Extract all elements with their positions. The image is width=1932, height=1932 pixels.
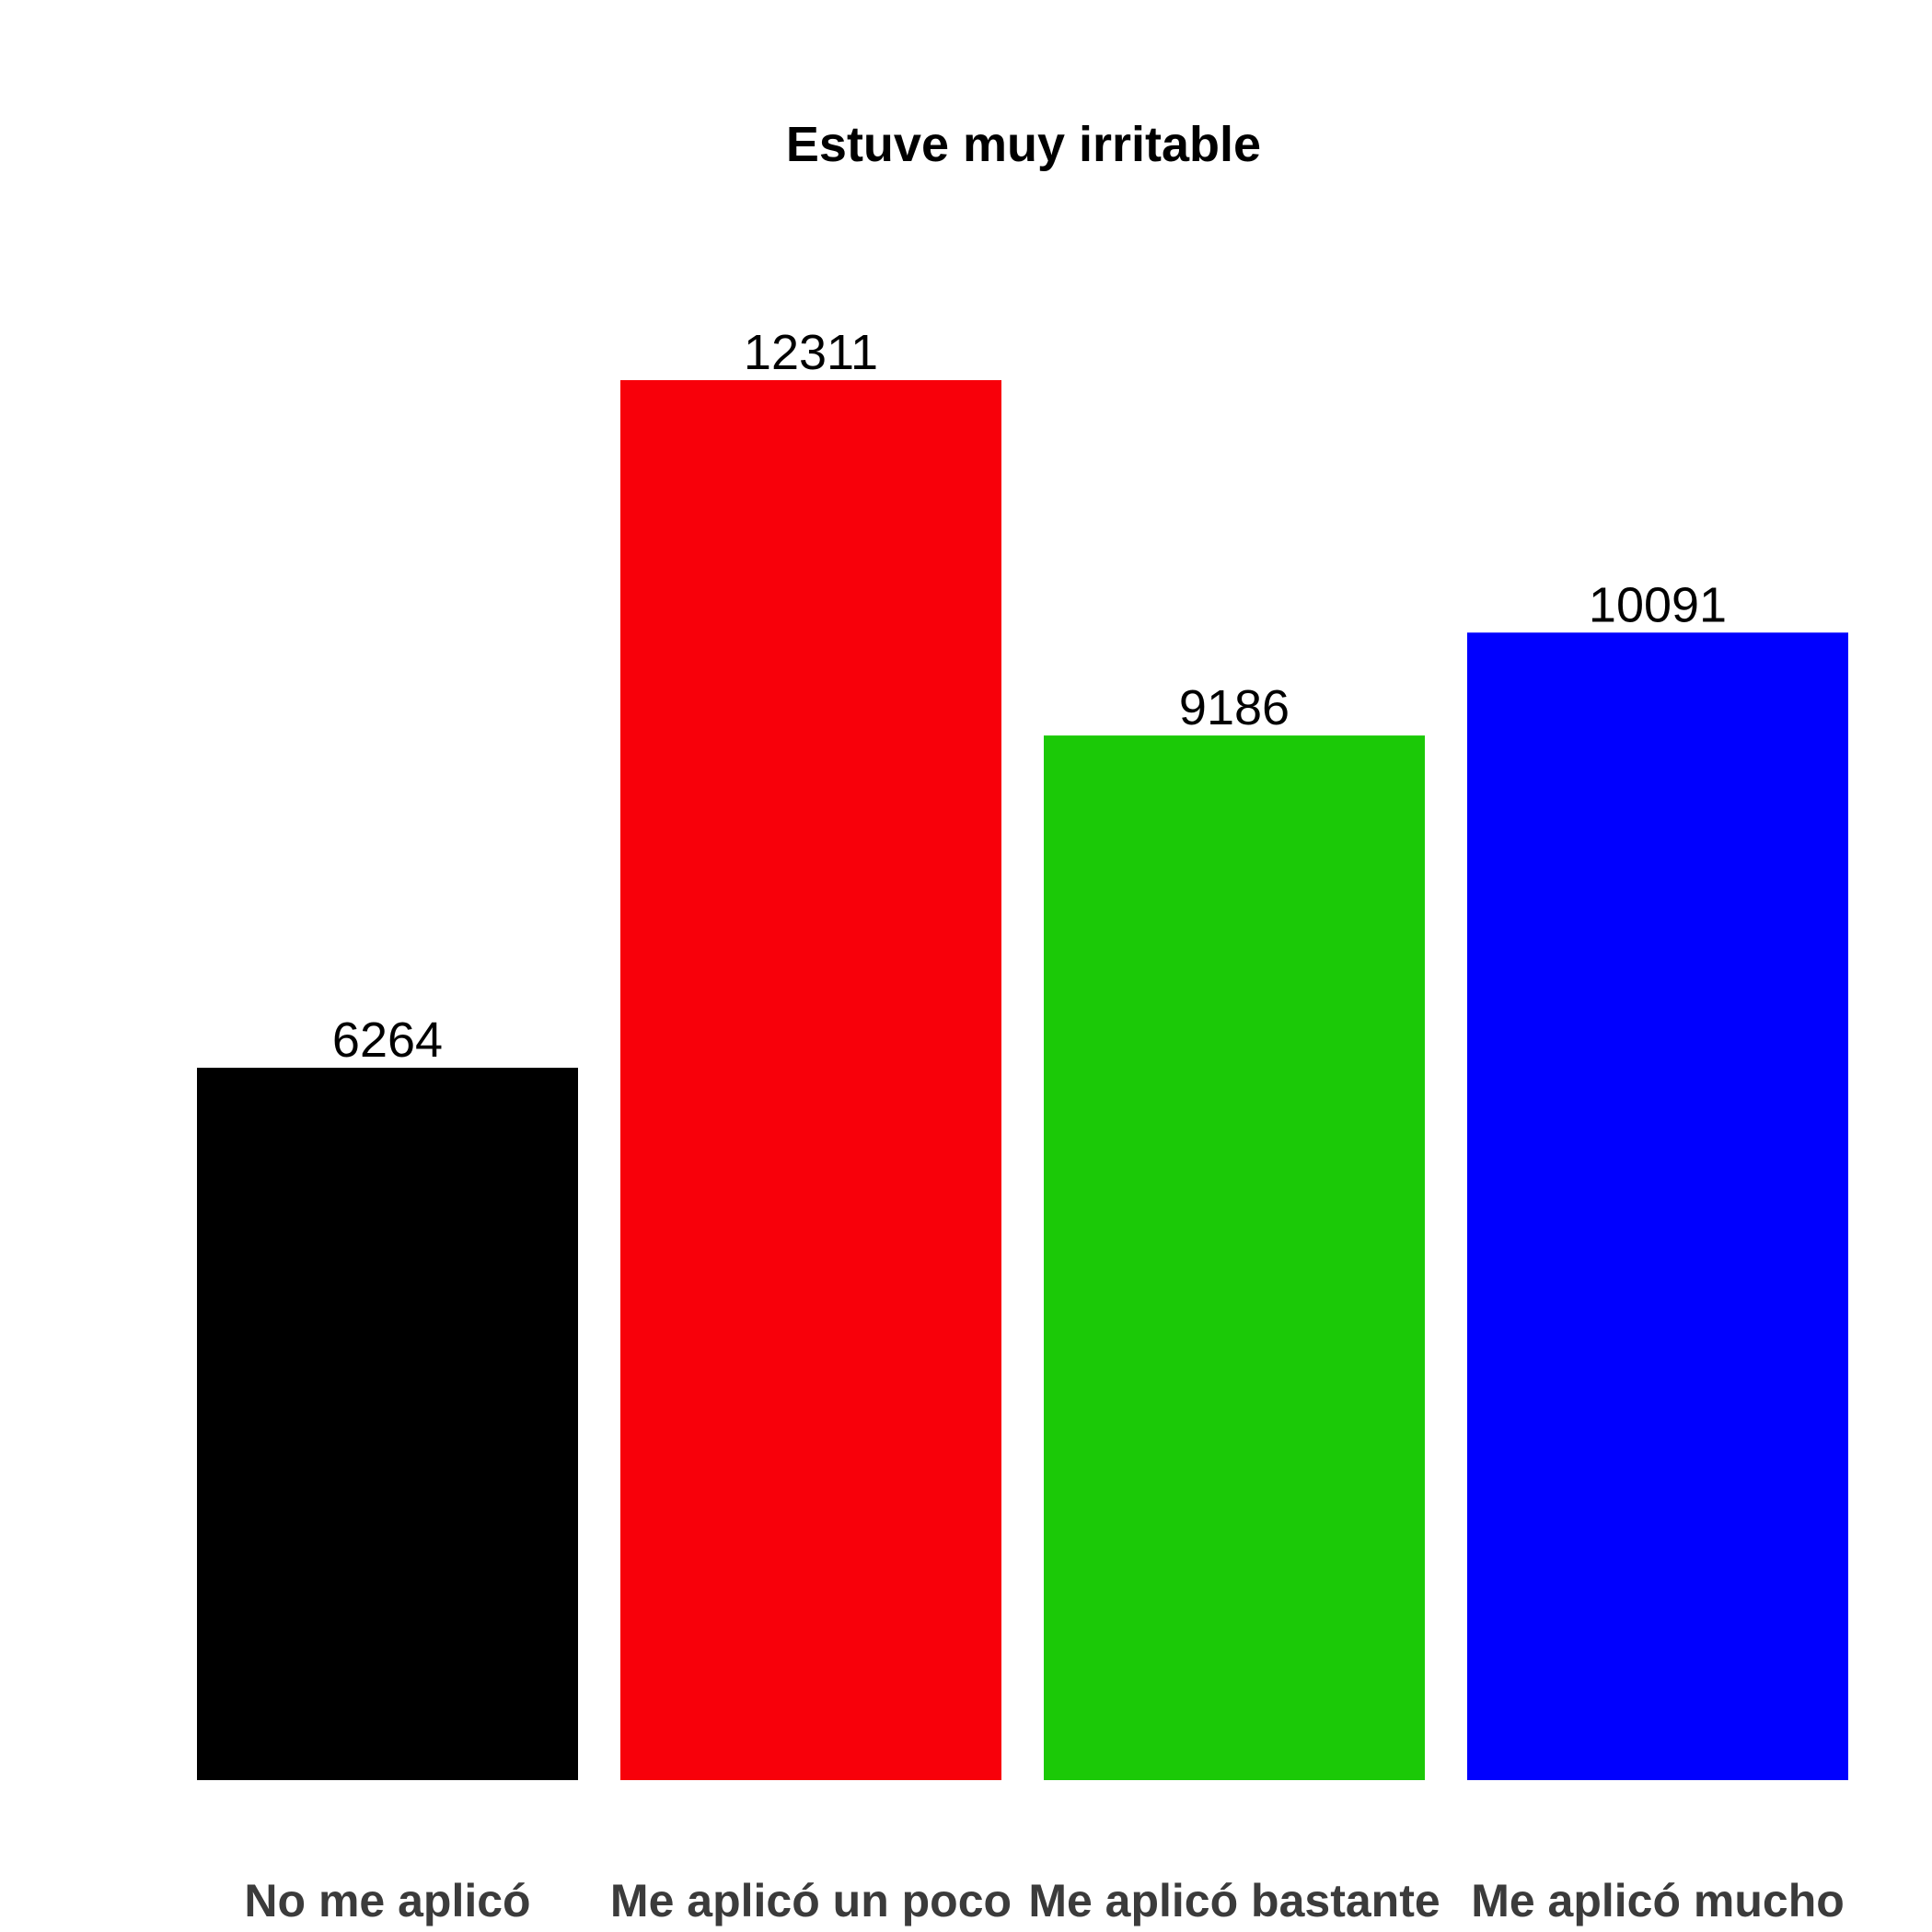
category-label-2: Me aplicó un poco <box>610 1875 1012 1926</box>
value-label-1: 6264 <box>332 1012 443 1068</box>
bar-3 <box>1044 735 1425 1780</box>
value-label-3: 9186 <box>1179 680 1290 735</box>
category-label-3: Me aplicó bastante <box>1028 1875 1440 1926</box>
bar-1 <box>197 1068 578 1780</box>
bar-2 <box>620 380 1001 1780</box>
bar-4 <box>1467 632 1848 1781</box>
value-labels-group: 6264 12311 9186 10091 <box>332 325 1727 1068</box>
category-label-1: No me aplicó <box>244 1875 530 1926</box>
value-label-4: 10091 <box>1589 577 1727 632</box>
bars-group <box>197 380 1848 1781</box>
category-labels-group: No me aplicó Me aplicó un poco Me aplicó b… <box>244 1875 1844 1926</box>
value-label-2: 12311 <box>744 325 878 380</box>
chart-title: Estuve muy irritable <box>786 117 1261 172</box>
category-label-4: Me aplicó mucho <box>1471 1875 1845 1926</box>
